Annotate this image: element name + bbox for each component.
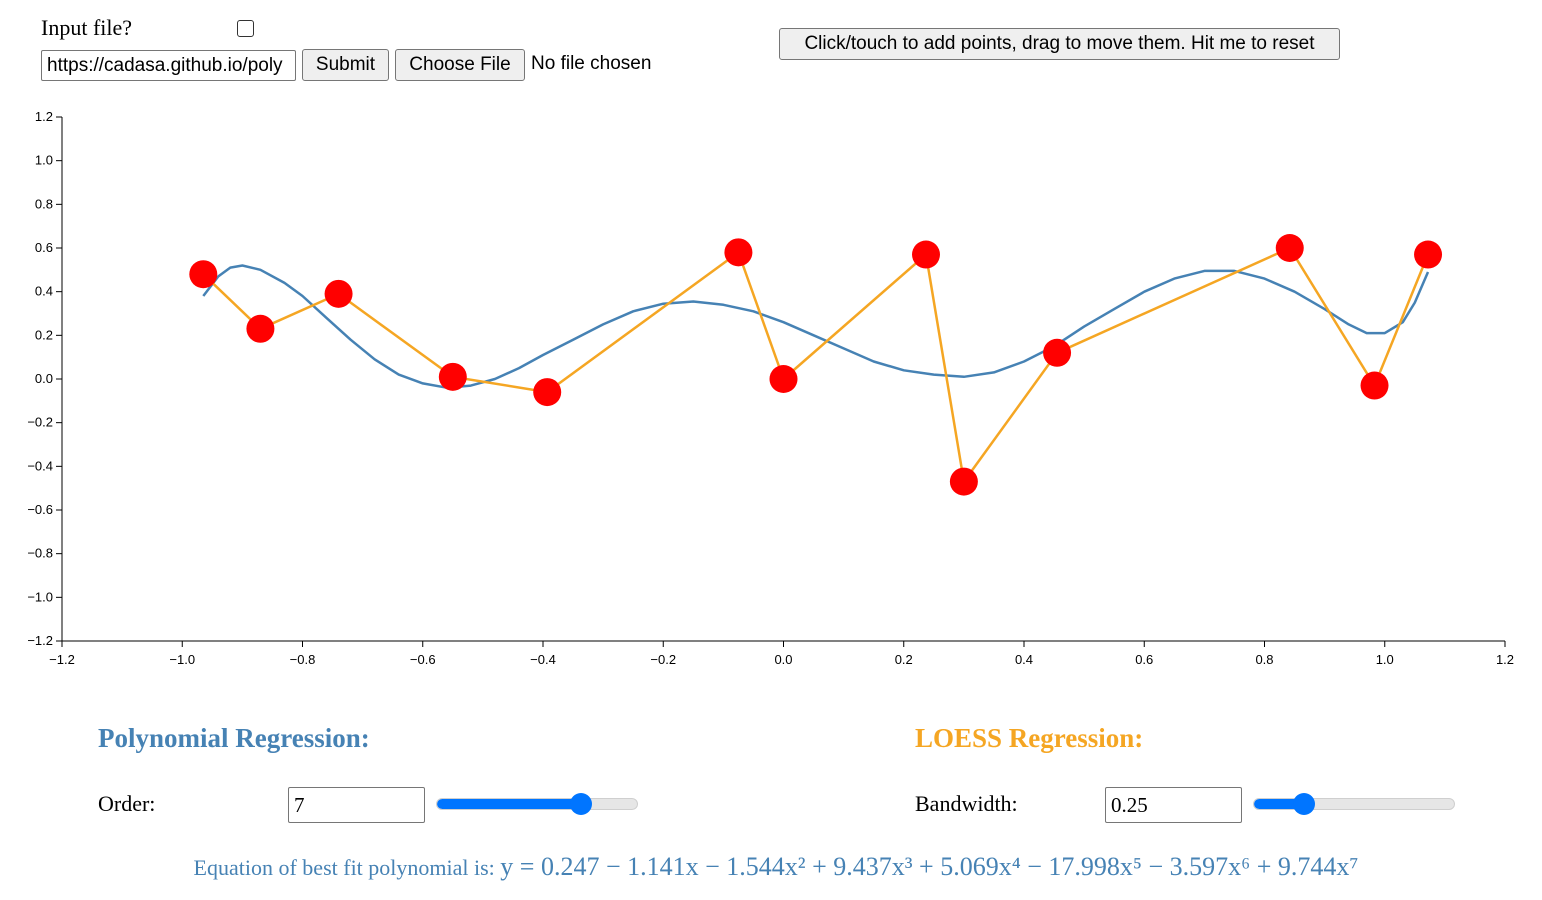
- y-tick-label: 1.0: [35, 153, 53, 168]
- data-point[interactable]: [1275, 234, 1304, 262]
- bandwidth-slider-thumb[interactable]: [1292, 793, 1315, 815]
- polynomial-heading: Polynomial Regression:: [98, 723, 370, 753]
- data-point[interactable]: [246, 314, 275, 343]
- polynomial-curve: [202, 264, 1430, 389]
- loess-heading: LOESS Regression:: [915, 723, 1144, 753]
- data-point[interactable]: [769, 365, 798, 393]
- bandwidth-slider[interactable]: [1253, 798, 1455, 810]
- equation-formula: y = 0.247 − 1.141x − 1.544x² + 9.437x³ +…: [500, 852, 1359, 881]
- y-tick-label: 0.2: [35, 327, 53, 342]
- reset-button[interactable]: Click/touch to add points, drag to move …: [779, 28, 1340, 60]
- x-tick-label: −0.4: [530, 652, 556, 667]
- loess-line: [202, 246, 1430, 483]
- input-file-checkbox[interactable]: [237, 20, 254, 37]
- data-point[interactable]: [438, 362, 467, 391]
- y-tick-label: 0.6: [35, 240, 53, 255]
- input-file-label: Input file?: [41, 15, 133, 40]
- data-point[interactable]: [724, 238, 753, 267]
- bandwidth-input[interactable]: 0.25: [1105, 787, 1242, 823]
- submit-button[interactable]: Submit: [302, 49, 389, 81]
- y-tick-label: −0.6: [27, 502, 53, 517]
- x-tick-label: 0.4: [1015, 652, 1033, 667]
- order-input[interactable]: 7: [288, 787, 425, 823]
- data-point[interactable]: [533, 378, 562, 407]
- y-tick-label: 0.8: [35, 196, 53, 211]
- equation-prefix: Equation of best fit polynomial is:: [193, 855, 501, 880]
- x-tick-label: 1.0: [1376, 652, 1394, 667]
- order-input-value: 7: [294, 792, 305, 817]
- bandwidth-input-value: 0.25: [1111, 792, 1148, 817]
- order-label: Order:: [98, 791, 156, 816]
- y-tick-label: 0.4: [35, 284, 53, 299]
- data-point[interactable]: [1043, 338, 1072, 367]
- data-point[interactable]: [324, 279, 353, 308]
- y-tick-label: −0.8: [27, 546, 53, 561]
- y-tick-label: −0.2: [27, 415, 53, 430]
- data-point[interactable]: [1360, 371, 1389, 400]
- x-tick-label: 0.8: [1255, 652, 1273, 667]
- x-tick-label: 0.6: [1135, 652, 1153, 667]
- no-file-chosen-text: No file chosen: [531, 53, 652, 74]
- y-tick-label: 0.0: [35, 371, 53, 386]
- x-tick-label: 0.2: [895, 652, 913, 667]
- y-tick-label: −1.2: [27, 633, 53, 648]
- x-tick-label: −1.0: [169, 652, 195, 667]
- choose-file-button[interactable]: Choose File: [395, 49, 525, 81]
- data-point[interactable]: [1414, 240, 1443, 269]
- bandwidth-slider-fill: [1254, 799, 1305, 809]
- url-input[interactable]: https://cadasa.github.io/poly: [41, 50, 296, 81]
- regression-chart[interactable]: 1.2 1.0 0.8 0.6 0.4 0.2 0.0 −0.2 −0.4 −0.6 −0.8 −1.…: [0, 100, 1542, 680]
- y-tick-label: −0.4: [27, 458, 53, 473]
- x-tick-label: −0.6: [410, 652, 436, 667]
- data-point[interactable]: [189, 260, 218, 289]
- y-tick-label: −1.0: [27, 589, 53, 604]
- y-tick-label: 1.2: [35, 109, 53, 124]
- order-slider-thumb[interactable]: [570, 793, 593, 815]
- x-tick-label: 1.2: [1496, 652, 1514, 667]
- equation-line: Equation of best fit polynomial is: y = …: [0, 852, 1542, 882]
- data-point[interactable]: [949, 467, 978, 496]
- x-tick-label: −0.2: [650, 652, 676, 667]
- x-tick-label: 0.0: [774, 652, 792, 667]
- order-slider[interactable]: [436, 798, 638, 810]
- url-input-value: https://cadasa.github.io/poly: [47, 54, 283, 76]
- data-point[interactable]: [911, 240, 940, 269]
- x-tick-label: −1.2: [49, 652, 75, 667]
- x-tick-label: −0.8: [290, 652, 316, 667]
- bandwidth-label: Bandwidth:: [915, 791, 1018, 816]
- order-slider-fill: [437, 799, 583, 809]
